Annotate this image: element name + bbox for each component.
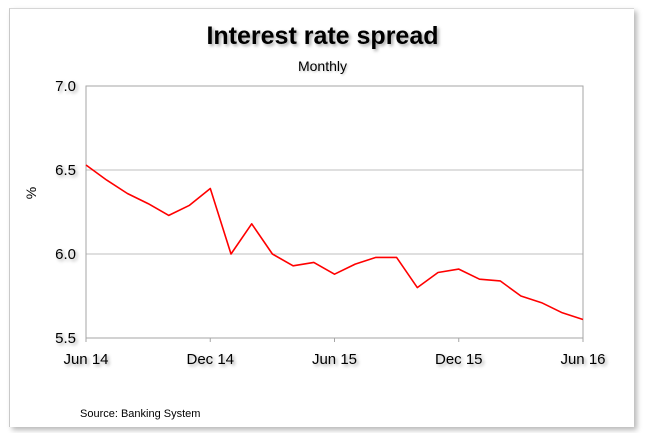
plot-area [85, 85, 584, 339]
x-tick-label: Dec 14 [186, 351, 234, 368]
source-note: Source: Banking System [80, 408, 201, 420]
x-tick-label: Jun 16 [560, 351, 605, 368]
chart-title: Interest rate spread [206, 22, 439, 50]
chart-frame [9, 8, 634, 427]
chart-subtitle: Monthly [297, 58, 348, 74]
label-layer: 5.5 6.0 6.5 7.0 Jun 14 Dec 14 Jun 15 Dec 15 Jun … [55, 78, 605, 368]
y-axis-title: % [23, 187, 39, 199]
x-tick-label: Jun 15 [312, 351, 357, 368]
grid-layer [86, 169, 583, 255]
y-tick-label: 6.5 [55, 162, 76, 179]
series-line [85, 164, 584, 321]
y-tick-label: 5.5 [55, 330, 76, 347]
y-tick-label: 7.0 [55, 78, 76, 95]
series-layer [85, 164, 584, 321]
axis-layer [85, 85, 584, 342]
y-tick-label: 6.0 [55, 246, 76, 263]
x-tick-label: Dec 15 [435, 351, 483, 368]
x-tick-label: Jun 14 [63, 351, 108, 368]
